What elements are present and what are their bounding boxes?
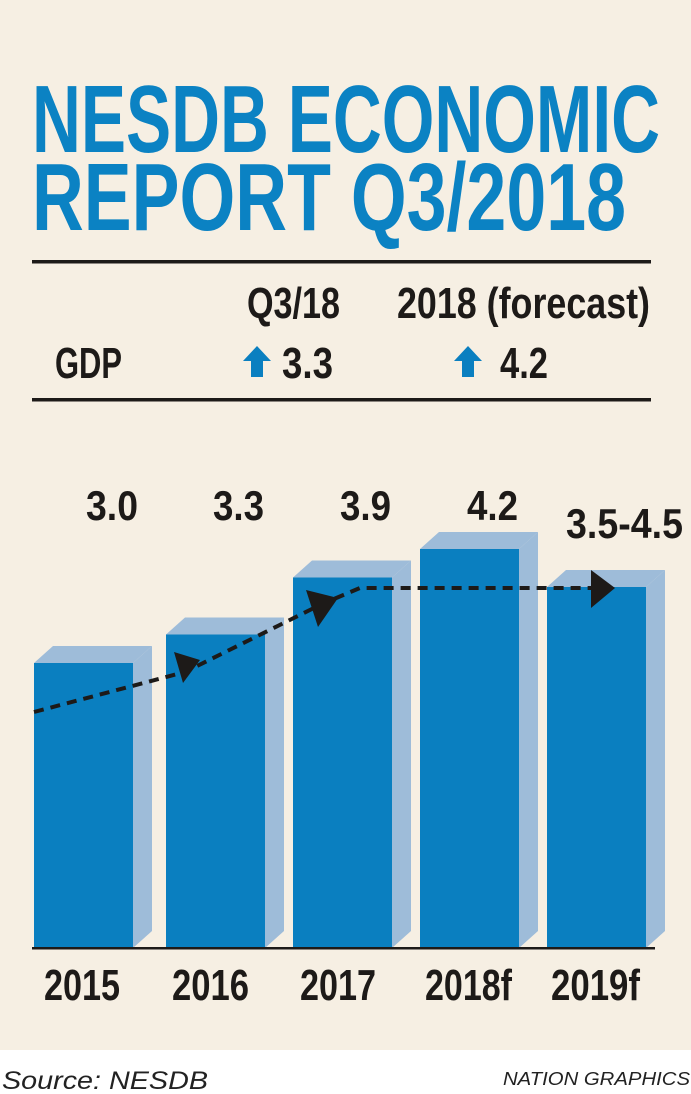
trend-arrowhead — [174, 652, 200, 683]
baseline — [32, 947, 655, 950]
bar-top — [420, 532, 538, 549]
summary-header-forecast: 2018 (forecast) — [397, 279, 650, 328]
bar-side — [265, 617, 284, 948]
title-line-1: NESDB ECONOMIC — [32, 66, 660, 173]
title-line-2: REPORT Q3/2018 — [32, 144, 626, 251]
bar-top — [547, 570, 665, 587]
trend-arrowhead — [306, 590, 338, 627]
bar-side — [392, 560, 411, 948]
trend-line — [33, 570, 615, 714]
source-note: Source: NESDB — [2, 1067, 208, 1094]
divider-bottom — [32, 398, 651, 402]
bar-top — [34, 646, 152, 663]
bar-side — [519, 532, 538, 948]
data-label: 3.9 — [340, 482, 391, 529]
trend-arrowhead — [591, 570, 615, 608]
data-label: 3.0 — [86, 482, 138, 529]
credit-note: NATION GRAPHICS — [503, 1069, 690, 1089]
x-tick-label: 2015 — [44, 961, 120, 1010]
bar-2015 — [34, 663, 133, 948]
x-tick-label: 2017 — [300, 961, 376, 1010]
bar-2018f — [420, 549, 519, 948]
x-tick-label: 2016 — [172, 961, 249, 1010]
data-label: 4.2 — [467, 482, 518, 529]
bars-group — [34, 532, 665, 948]
bar-2019f — [547, 587, 646, 948]
bar-side — [133, 646, 152, 948]
footer-strip — [0, 1050, 691, 1094]
arrow-up-icon — [243, 346, 271, 377]
bar-2016 — [166, 634, 265, 948]
bar-side — [646, 570, 665, 948]
x-tick-label: 2018f — [425, 961, 512, 1010]
x-tick-label: 2019f — [551, 961, 640, 1010]
summary-header-q3: Q3/18 — [247, 279, 340, 328]
arrow-up-icon — [454, 346, 482, 377]
divider-top — [32, 260, 651, 264]
summary-row-label-gdp: GDP — [55, 339, 122, 388]
bar-top — [293, 560, 411, 578]
data-label: 3.3 — [213, 482, 264, 529]
summary-value-forecast: 4.2 — [500, 339, 548, 388]
bar-2017 — [293, 577, 392, 948]
bar-top — [166, 617, 284, 635]
data-label: 3.5-4.5 — [566, 500, 683, 547]
summary-value-q3: 3.3 — [282, 339, 333, 388]
